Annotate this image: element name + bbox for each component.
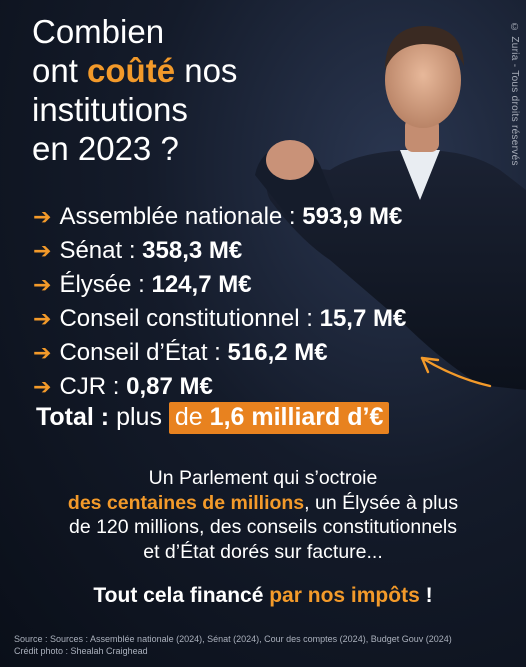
paragraph-line-1: Un Parlement qui s’octroie — [148, 467, 378, 489]
closing-post: ! — [419, 584, 433, 607]
photo-credit: Crédit photo : Shealah Craighead — [14, 646, 148, 656]
item-label: Sénat : — [59, 237, 143, 264]
total-highlight-pre: de — [174, 403, 210, 431]
total-line: Total : plus de 1,6 milliard d’€ — [36, 400, 390, 434]
arrow-right-icon: ➔ — [33, 306, 52, 331]
title-line-2-post: nos — [175, 52, 238, 89]
list-item: ➔ CJR : 0,87 M€ — [33, 370, 406, 404]
item-value: 358,3 M€ — [142, 237, 243, 264]
list-item: ➔ Assemblée nationale : 593,9 M€ — [33, 200, 406, 234]
title-line-3: institutions — [32, 91, 188, 128]
title-line-4: en 2023 ? — [32, 130, 179, 167]
title-line-1: Combien — [32, 13, 165, 50]
total-pre: plus — [109, 403, 169, 431]
paragraph-line-3: de 120 millions, des conseils constituti… — [68, 516, 458, 538]
paragraph-line-4: et d’État dorés sur facture... — [143, 540, 383, 563]
closing-statement: Tout cela financé par nos impôts ! — [0, 582, 526, 610]
arrow-right-icon: ➔ — [33, 272, 52, 297]
item-label: Conseil d’État : — [59, 339, 228, 366]
paragraph-accent: des centaines de millions — [67, 491, 305, 514]
copyright-watermark: © Zuria - Tous droits réservés — [509, 22, 520, 166]
item-label: CJR : — [59, 373, 127, 400]
item-value: 15,7 M€ — [319, 305, 407, 332]
item-label: Assemblée nationale : — [59, 203, 303, 230]
closing-pre: Tout cela financé — [93, 584, 270, 607]
title-accent: coûté — [87, 52, 176, 89]
page-title: Combien ont coûté nos institutions en 20… — [32, 12, 237, 168]
total-amount: 1,6 milliard d’€ — [209, 403, 384, 431]
paragraph-line-2: , un Élysée à plus — [304, 491, 459, 514]
institution-cost-list: ➔ Assemblée nationale : 593,9 M€ ➔ Sénat :… — [33, 200, 406, 404]
item-value: 0,87 M€ — [126, 373, 213, 400]
item-value: 516,2 M€ — [227, 339, 328, 366]
list-item: ➔ Élysée : 124,7 M€ — [33, 268, 406, 302]
item-value: 124,7 M€ — [151, 271, 252, 298]
arrow-right-icon: ➔ — [33, 374, 52, 399]
total-highlight: de 1,6 milliard d’€ — [168, 402, 390, 434]
arrow-right-icon: ➔ — [33, 340, 52, 365]
list-item: ➔ Conseil constitutionnel : 15,7 M€ — [33, 302, 406, 336]
arrow-right-icon: ➔ — [33, 204, 52, 229]
item-value: 593,9 M€ — [302, 203, 403, 230]
item-label: Élysée : — [59, 271, 152, 298]
arrow-right-icon: ➔ — [33, 238, 52, 263]
list-item: ➔ Conseil d’État : 516,2 M€ — [33, 336, 406, 370]
source-text: Source : Sources : Assemblée nationale (… — [14, 634, 452, 644]
source-credits: Source : Sources : Assemblée nationale (… — [14, 633, 452, 657]
closing-accent: par nos impôts — [269, 584, 420, 607]
title-line-2-pre: ont — [32, 52, 88, 89]
item-label: Conseil constitutionnel : — [59, 305, 320, 332]
summary-paragraph: Un Parlement qui s’octroie des centaines… — [0, 466, 526, 564]
total-label: Total : — [36, 403, 110, 431]
list-item: ➔ Sénat : 358,3 M€ — [33, 234, 406, 268]
